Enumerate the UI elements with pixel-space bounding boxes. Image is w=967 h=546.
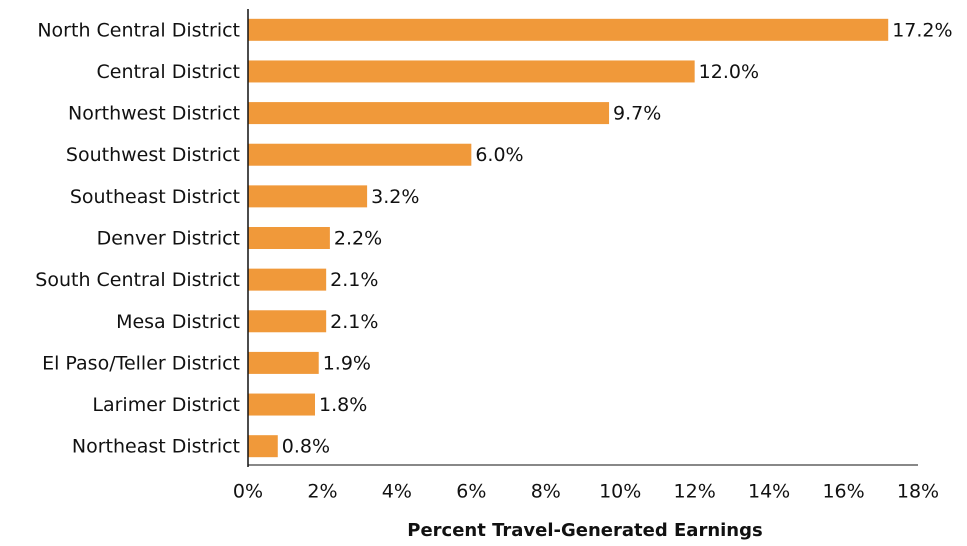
x-axis-title: Percent Travel-Generated Earnings bbox=[407, 520, 762, 541]
bar bbox=[248, 268, 327, 291]
x-tick-label: 14% bbox=[748, 481, 790, 503]
value-label: 0.8% bbox=[282, 436, 330, 458]
value-label: 3.2% bbox=[371, 186, 419, 208]
y-tick-label: Mesa District bbox=[116, 311, 240, 333]
value-label: 2.1% bbox=[330, 269, 378, 291]
y-tick-label: North Central District bbox=[37, 19, 240, 41]
bar bbox=[248, 393, 315, 416]
bar bbox=[248, 351, 319, 374]
x-tick-label: 16% bbox=[822, 481, 864, 503]
x-tick-label: 12% bbox=[674, 481, 716, 503]
bar bbox=[248, 143, 472, 166]
x-tick-label: 0% bbox=[233, 481, 263, 503]
x-tick-label: 2% bbox=[307, 481, 337, 503]
y-tick-label: Southwest District bbox=[66, 144, 240, 166]
value-label: 1.9% bbox=[323, 352, 371, 374]
x-tick-label: 4% bbox=[382, 481, 412, 503]
y-tick-label: Southeast District bbox=[70, 186, 240, 208]
bar bbox=[248, 227, 330, 249]
value-label: 1.8% bbox=[319, 394, 367, 416]
x-tick-label: 10% bbox=[599, 481, 641, 503]
bar bbox=[248, 102, 610, 125]
bar bbox=[248, 435, 278, 458]
value-label: 2.1% bbox=[330, 311, 378, 333]
value-label: 9.7% bbox=[613, 103, 661, 125]
bar bbox=[248, 18, 889, 41]
y-tick-label: Northwest District bbox=[68, 103, 240, 125]
y-tick-label: Central District bbox=[97, 61, 240, 83]
x-tick-label: 8% bbox=[531, 481, 561, 503]
bar bbox=[248, 310, 327, 333]
value-label: 2.2% bbox=[334, 228, 382, 250]
x-tick-label: 18% bbox=[897, 481, 939, 503]
y-tick-label: Denver District bbox=[97, 228, 240, 250]
y-tick-label: Northeast District bbox=[72, 436, 240, 458]
y-tick-label: Larimer District bbox=[92, 394, 240, 416]
y-tick-label: South Central District bbox=[35, 269, 240, 291]
bar bbox=[248, 185, 368, 208]
y-tick-label: El Paso/Teller District bbox=[42, 352, 240, 374]
value-label: 12.0% bbox=[699, 61, 759, 83]
value-label: 6.0% bbox=[475, 144, 523, 166]
value-label: 17.2% bbox=[892, 19, 952, 41]
x-tick-label: 6% bbox=[456, 481, 486, 503]
bar bbox=[248, 60, 695, 83]
